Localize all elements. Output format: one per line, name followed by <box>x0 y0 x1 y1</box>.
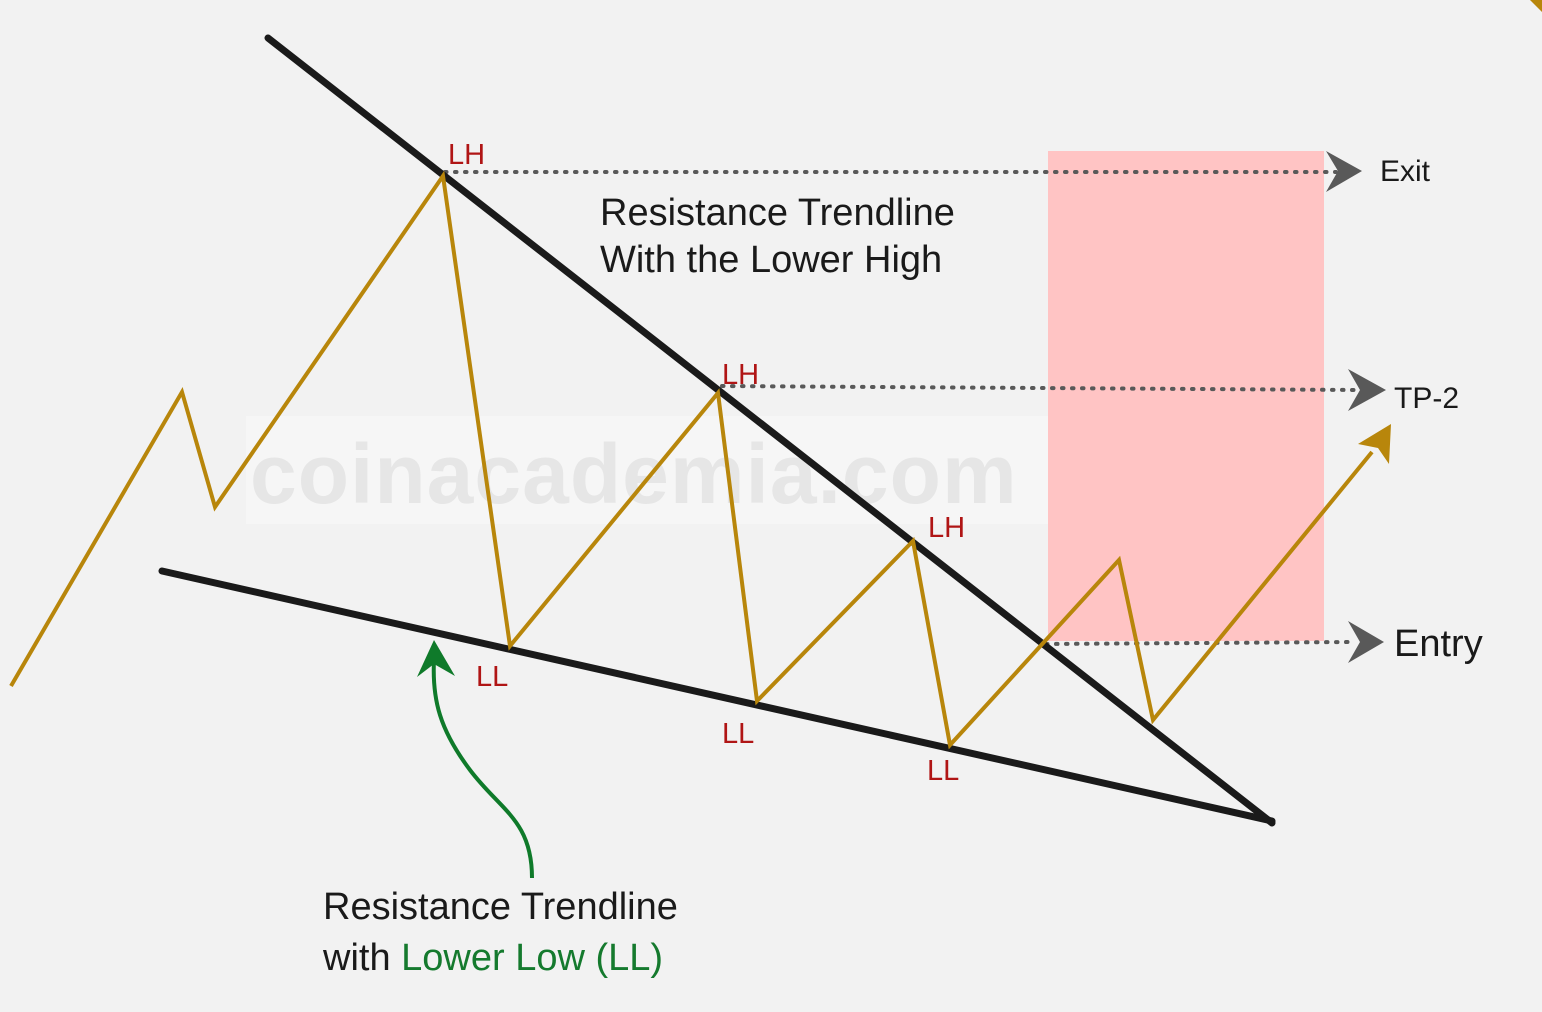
tp2-label: TP-2 <box>1394 382 1459 415</box>
pivot-label-lh-2: LH <box>722 359 759 391</box>
green-pointer-arrow <box>431 659 534 879</box>
entry-dotted-line <box>1044 640 1356 646</box>
entry-arrowhead <box>1348 621 1384 663</box>
lower-caption-line-2: with Lower Low (LL) <box>322 937 663 979</box>
trade-zone <box>1048 151 1324 641</box>
price-path <box>9 170 1374 750</box>
watermark: coinacademia.com <box>250 427 1018 521</box>
pivot-label-ll-3: LL <box>927 755 959 787</box>
lower-caption-line-1: Resistance Trendline <box>323 886 678 928</box>
lower-caption-prefix: with <box>322 937 401 979</box>
pivot-label-lh-3: LH <box>928 512 965 544</box>
upper-caption-line-2: With the Lower High <box>600 239 942 281</box>
watermark-backdrop <box>246 416 1140 524</box>
pivot-label-lh-1: LH <box>448 139 485 171</box>
breakout-arrowhead <box>1358 424 1391 464</box>
green-arrowhead <box>417 640 455 677</box>
tp2-arrowhead <box>1348 369 1386 411</box>
lower-support-trendline <box>158 567 1276 825</box>
exit-label: Exit <box>1380 155 1431 188</box>
pivot-label-ll-2: LL <box>722 718 754 750</box>
upper-caption-line-1: Resistance Trendline <box>600 192 955 234</box>
lower-caption-highlight: Lower Low (LL) <box>401 937 663 979</box>
exit-arrowhead <box>1326 151 1362 192</box>
upper-resistance-trendline <box>264 34 1276 827</box>
entry-label: Entry <box>1394 623 1483 665</box>
corner-mark <box>1530 0 1542 12</box>
pivot-label-ll-1: LL <box>476 661 508 693</box>
